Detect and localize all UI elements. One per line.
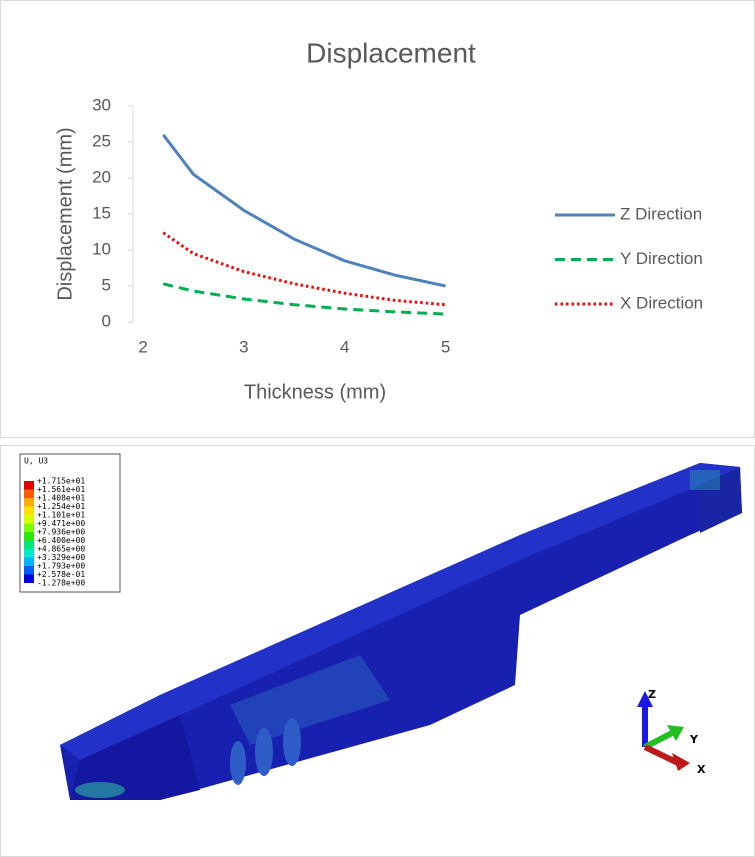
legend-color-band [24, 549, 34, 558]
legend-value: +3.329e+00 [37, 553, 85, 562]
chart-frame [0, 0, 755, 438]
triad-y-label: Y [689, 733, 699, 746]
legend-label: X Direction [620, 293, 703, 312]
y-tick-label: 15 [92, 203, 111, 222]
series-line [162, 282, 446, 316]
legend-value: +1.254e+01 [37, 502, 85, 511]
legend-value: +6.400e+00 [37, 536, 85, 545]
legend-color-band [24, 557, 34, 566]
x-tick-label: 3 [239, 337, 248, 356]
legend-color-band [24, 540, 34, 549]
legend-color-band [24, 532, 34, 541]
legend-value: +1.561e+01 [37, 485, 85, 494]
chart: Displacement Thickness (mm) Displacement… [0, 0, 755, 438]
y-axis-label: Displacement (mm) [54, 127, 76, 300]
legend-color-band [24, 498, 34, 507]
legend-value: +1.408e+01 [37, 494, 85, 503]
y-tick-label: 25 [92, 131, 111, 150]
legend-label: Z Direction [620, 204, 702, 223]
x-tick-label: 2 [138, 337, 147, 356]
legend-color-band [24, 489, 34, 498]
legend-label: Y Direction [620, 249, 703, 268]
y-tick-label: 0 [102, 311, 111, 330]
y-tick-label: 10 [92, 239, 111, 258]
legend-value: +1.715e+01 [37, 477, 85, 486]
legend-color-band [24, 574, 34, 583]
legend-color-band [24, 481, 34, 490]
legend-value: +1.101e+01 [37, 511, 85, 520]
legend-color-band [24, 566, 34, 575]
x-tick-label: 4 [340, 337, 349, 356]
y-tick-label: 30 [92, 95, 111, 114]
y-tick-label: 5 [102, 275, 111, 294]
legend-value: +4.865e+00 [37, 545, 85, 554]
x-tick-label: 5 [441, 337, 450, 356]
chart-title: Displacement [306, 37, 476, 68]
legend-value: +1.793e+00 [37, 562, 85, 571]
y-tick-label: 20 [92, 167, 111, 186]
legend-value: -1.278e+00 [37, 579, 85, 588]
triad-x-label: X [697, 763, 706, 776]
legend-box [19, 453, 121, 593]
x-axis-label: Thickness (mm) [244, 381, 386, 403]
legend-value: +2.578e-01 [37, 570, 85, 579]
series-line [162, 231, 446, 307]
fea-viewport: U, U3 Z Y X +1.715e+01+1.561e+01+1.408e+… [0, 445, 755, 857]
legend-color-band [24, 523, 34, 532]
legend-value: +9.471e+00 [37, 519, 85, 528]
legend-value: +7.936e+00 [37, 528, 85, 537]
legend-title: U, U3 [24, 457, 48, 466]
triad-z-label: Z [648, 688, 656, 701]
axis-triad: Z Y X [637, 688, 706, 776]
series-line [162, 133, 446, 288]
legend-color-band [24, 515, 34, 524]
beam-model [60, 463, 742, 800]
legend-color-band [24, 506, 34, 515]
